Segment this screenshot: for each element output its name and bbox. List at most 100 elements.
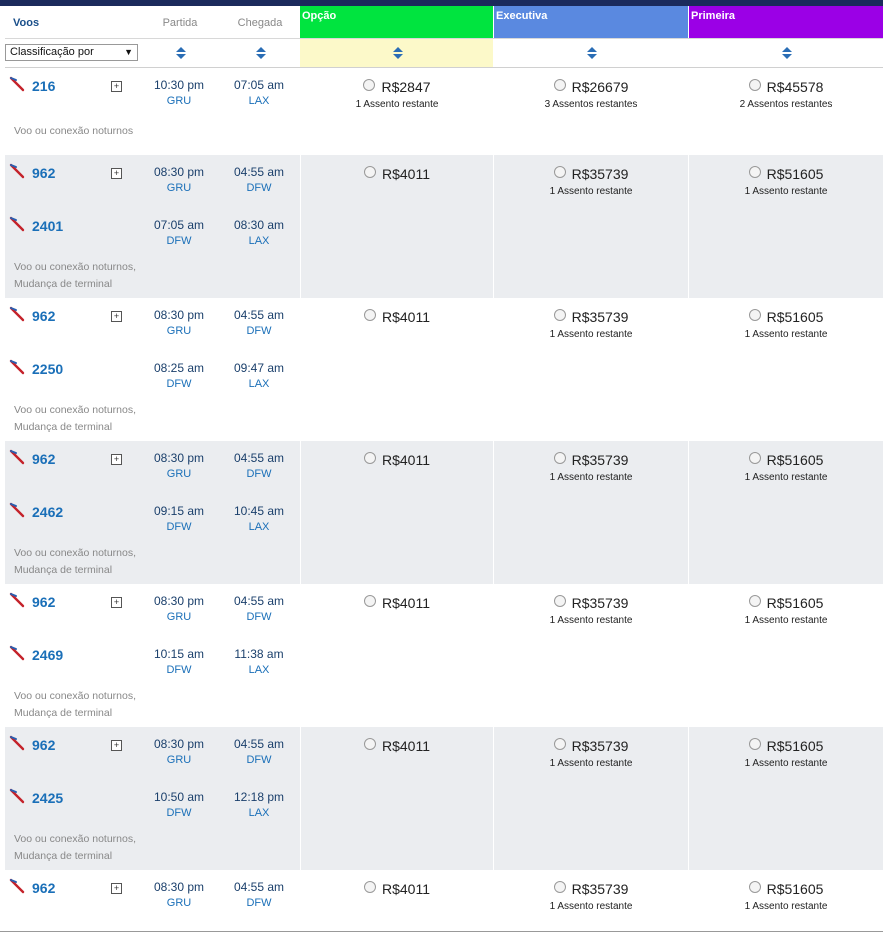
sort-chegada-icon[interactable]	[254, 46, 268, 60]
departure-time: 08:30 pm	[153, 451, 205, 465]
sort-primeira-icon[interactable]	[780, 46, 794, 60]
fare-primeira-option[interactable]: R$51605	[691, 309, 881, 325]
departure-time: 10:50 am	[153, 790, 205, 804]
flight-number-link[interactable]: 2462	[32, 504, 64, 520]
top-bar	[0, 0, 883, 6]
expand-details-icon[interactable]: +	[111, 311, 122, 322]
flight-note: Voo ou conexão noturnos, Mudança de termi…	[14, 402, 136, 436]
expand-details-icon[interactable]: +	[111, 168, 122, 179]
departure-time: 10:15 am	[153, 647, 205, 661]
flight-note: Voo ou conexão noturnos, Mudança de termi…	[14, 545, 136, 579]
flight-number-link[interactable]: 216	[32, 78, 56, 94]
arrival-time: 07:05 am	[233, 78, 285, 92]
fare-radio-button[interactable]	[748, 79, 761, 91]
fare-radio-button[interactable]	[553, 881, 566, 893]
sort-partida-icon[interactable]	[174, 46, 188, 60]
fare-radio-button[interactable]	[363, 79, 376, 91]
fare-radio-button[interactable]	[553, 738, 566, 750]
column-separator	[493, 68, 494, 155]
fare-price: R$35739	[571, 595, 629, 611]
flight-number-link[interactable]: 2250	[32, 361, 64, 377]
fare-price: R$51605	[766, 738, 824, 754]
expand-details-icon[interactable]: +	[111, 454, 122, 465]
fare-primeira-option[interactable]: R$51605	[691, 452, 881, 468]
fare-radio-button[interactable]	[363, 452, 376, 464]
arrival-time: 04:55 am	[233, 165, 285, 179]
fare-radio-button[interactable]	[363, 309, 376, 321]
fare-primeira-option[interactable]: R$51605	[691, 881, 881, 897]
fare-executiva-option[interactable]: R$35739	[496, 166, 686, 182]
departure-time: 08:25 am	[153, 361, 205, 375]
fare-executiva-option[interactable]: R$35739	[496, 309, 686, 325]
fare-radio-button[interactable]	[748, 881, 761, 893]
fare-opcao-option[interactable]: R$4011	[302, 881, 492, 897]
fare-radio-button[interactable]	[748, 166, 761, 178]
flight-note-line: Voo ou conexão noturnos	[14, 125, 134, 137]
fare-price: R$51605	[766, 595, 824, 611]
fare-price: R$35739	[571, 166, 629, 182]
fare-primeira-option[interactable]: R$51605	[691, 595, 881, 611]
departure-airport: DFW	[166, 807, 192, 819]
fare-executiva-option[interactable]: R$35739	[496, 881, 686, 897]
sort-opcao-icon[interactable]	[391, 46, 405, 60]
fare-radio-button[interactable]	[363, 881, 376, 893]
fare-radio-button[interactable]	[553, 166, 566, 178]
fare-executiva-option[interactable]: R$35739	[496, 738, 686, 754]
fare-radio-button[interactable]	[553, 79, 566, 91]
fare-price: R$4011	[381, 738, 430, 754]
fare-radio-button[interactable]	[748, 738, 761, 750]
departure-airport: GRU	[166, 754, 192, 766]
fare-radio-button[interactable]	[748, 595, 761, 607]
fare-opcao-option[interactable]: R$4011	[302, 738, 492, 754]
departure-airport: GRU	[166, 468, 192, 480]
fare-opcao-option[interactable]: R$4011	[302, 452, 492, 468]
flight-number-link[interactable]: 962	[32, 165, 56, 181]
airline-logo-icon	[9, 592, 25, 608]
sort-executiva-icon[interactable]	[585, 46, 599, 60]
fare-primeira-option[interactable]: R$51605	[691, 738, 881, 754]
fare-opcao-option[interactable]: R$4011	[302, 595, 492, 611]
expand-details-icon[interactable]: +	[111, 597, 122, 608]
itinerary-row: 962 +08:30 pm GRU 04:55 am DFW 2462 09:15 am DF…	[5, 441, 883, 584]
fare-radio-button[interactable]	[553, 309, 566, 321]
fare-radio-button[interactable]	[363, 595, 376, 607]
flight-number-link[interactable]: 962	[32, 737, 56, 753]
flight-note: Voo ou conexão noturnos, Mudança de termi…	[14, 831, 136, 865]
fare-primeira-option[interactable]: R$45578	[691, 79, 881, 95]
expand-details-icon[interactable]: +	[111, 883, 122, 894]
fare-radio-button[interactable]	[553, 595, 566, 607]
fare-radio-button[interactable]	[553, 452, 566, 464]
fare-radio-button[interactable]	[748, 452, 761, 464]
flight-number-link[interactable]: 2401	[32, 218, 64, 234]
fare-opcao-option[interactable]: R$4011	[302, 309, 492, 325]
expand-details-icon[interactable]: +	[111, 740, 122, 751]
header-partida: Partida	[162, 17, 198, 29]
flight-number-link[interactable]: 962	[32, 880, 56, 896]
fare-radio-button[interactable]	[363, 166, 376, 178]
column-separator	[300, 155, 301, 298]
fare-executiva-option[interactable]: R$26679	[496, 79, 686, 95]
expand-details-icon[interactable]: +	[111, 81, 122, 92]
departure-airport: DFW	[166, 664, 192, 676]
header-fare-executiva: Executiva	[494, 6, 688, 38]
fare-price: R$2847	[381, 79, 431, 95]
flight-number-link[interactable]: 962	[32, 594, 56, 610]
flight-number-link[interactable]: 2425	[32, 790, 64, 806]
flight-number-link[interactable]: 2469	[32, 647, 64, 663]
fare-opcao-option[interactable]: R$2847	[302, 79, 492, 95]
fare-primeira-option[interactable]: R$51605	[691, 166, 881, 182]
seats-remaining: 1 Assento restante	[744, 615, 828, 626]
arrival-airport: LAX	[248, 807, 270, 819]
fare-radio-button[interactable]	[748, 309, 761, 321]
flight-number-link[interactable]: 962	[32, 308, 56, 324]
fare-opcao-option[interactable]: R$4011	[302, 166, 492, 182]
itinerary-row: 216 +10:30 pm GRU 07:05 am LAX Voo ou conexão…	[5, 68, 883, 155]
fare-executiva-option[interactable]: R$35739	[496, 452, 686, 468]
arrival-time: 04:55 am	[233, 880, 285, 894]
arrival-time: 08:30 am	[233, 218, 285, 232]
fare-executiva-option[interactable]: R$35739	[496, 595, 686, 611]
fare-radio-button[interactable]	[363, 738, 376, 750]
sort-select[interactable]: Classificação por ▼	[5, 44, 138, 61]
flight-number-link[interactable]: 962	[32, 451, 56, 467]
flight-note: Voo ou conexão noturnos	[14, 123, 133, 140]
